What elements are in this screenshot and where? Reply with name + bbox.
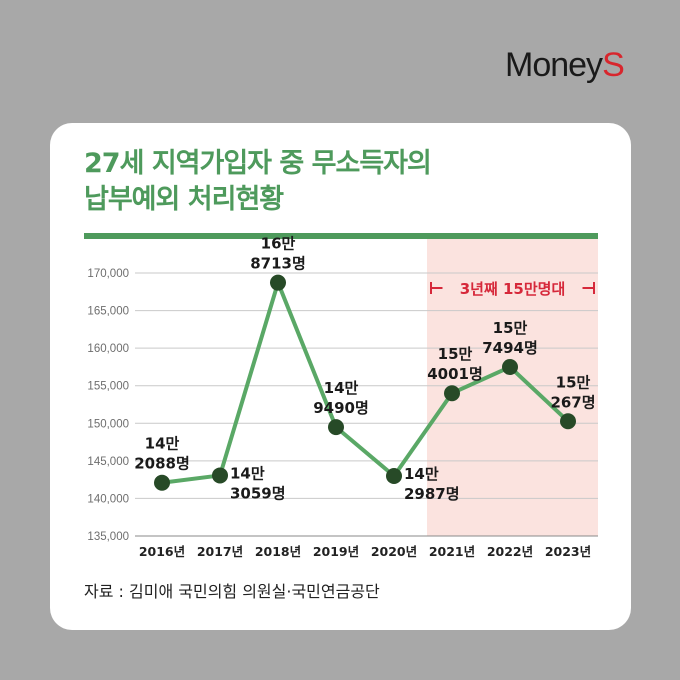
title-line-2: 납부예외 처리현황 [84,184,284,215]
data-label: 267명 [550,393,595,411]
x-tick-label: 2023년 [545,544,591,559]
data-point [212,467,228,484]
x-tick-label: 2019년 [313,544,359,559]
highlight-label: 3년째 15만명대 [460,280,566,298]
data-label: 14만 [404,465,439,483]
y-tick-label: 145,000 [87,456,129,468]
data-point [328,419,344,436]
y-tick-label: 140,000 [87,493,129,505]
x-tick-label: 2021년 [429,544,475,559]
data-label: 14만 [324,379,359,397]
data-label: 15만 [556,373,591,391]
data-label: 15만 [493,319,528,337]
y-tick-label: 165,000 [87,306,129,318]
data-point [270,274,286,291]
x-tick-label: 2016년 [139,544,185,559]
y-tick-label: 135,000 [87,531,129,543]
data-point [154,474,170,491]
data-point [444,385,460,402]
title-underline [84,233,598,239]
chart-title: 27세 지역가입자 중 무소득자의 납부예외 처리현황 [84,146,432,218]
y-tick-label: 155,000 [87,381,129,393]
data-label: 2987명 [404,485,460,503]
data-label: 14만 [145,435,180,453]
data-label: 15만 [438,345,473,363]
brand-logo: MoneyS [505,46,625,85]
x-tick-label: 2022년 [487,544,533,559]
source-note: 자료 : 김미애 국민의힘 의원실·국민연금공단 [84,582,380,601]
x-tick-label: 2018년 [255,544,301,559]
data-label: 3059명 [230,484,286,502]
brand-logo-accent: S [602,46,625,84]
brand-logo-main: Money [505,46,603,84]
data-label: 9490명 [313,399,369,417]
data-label: 14만 [230,464,265,482]
data-point [502,358,518,375]
x-tick-label: 2017년 [197,544,243,559]
data-label: 7494명 [482,339,538,357]
x-tick-label: 2020년 [371,544,417,559]
data-point [560,413,576,430]
series-line [161,280,570,485]
data-point [386,467,402,484]
data-label: 4001명 [427,365,483,383]
y-tick-label: 150,000 [87,418,129,430]
y-tick-label: 160,000 [87,343,129,355]
data-label: 16만 [261,235,296,253]
highlight-label-bg [442,277,583,299]
data-label: 2088명 [134,455,190,473]
data-label: 8713명 [250,255,306,273]
title-line-1: 27세 지역가입자 중 무소득자의 [84,148,432,179]
y-tick-label: 170,000 [87,268,129,280]
